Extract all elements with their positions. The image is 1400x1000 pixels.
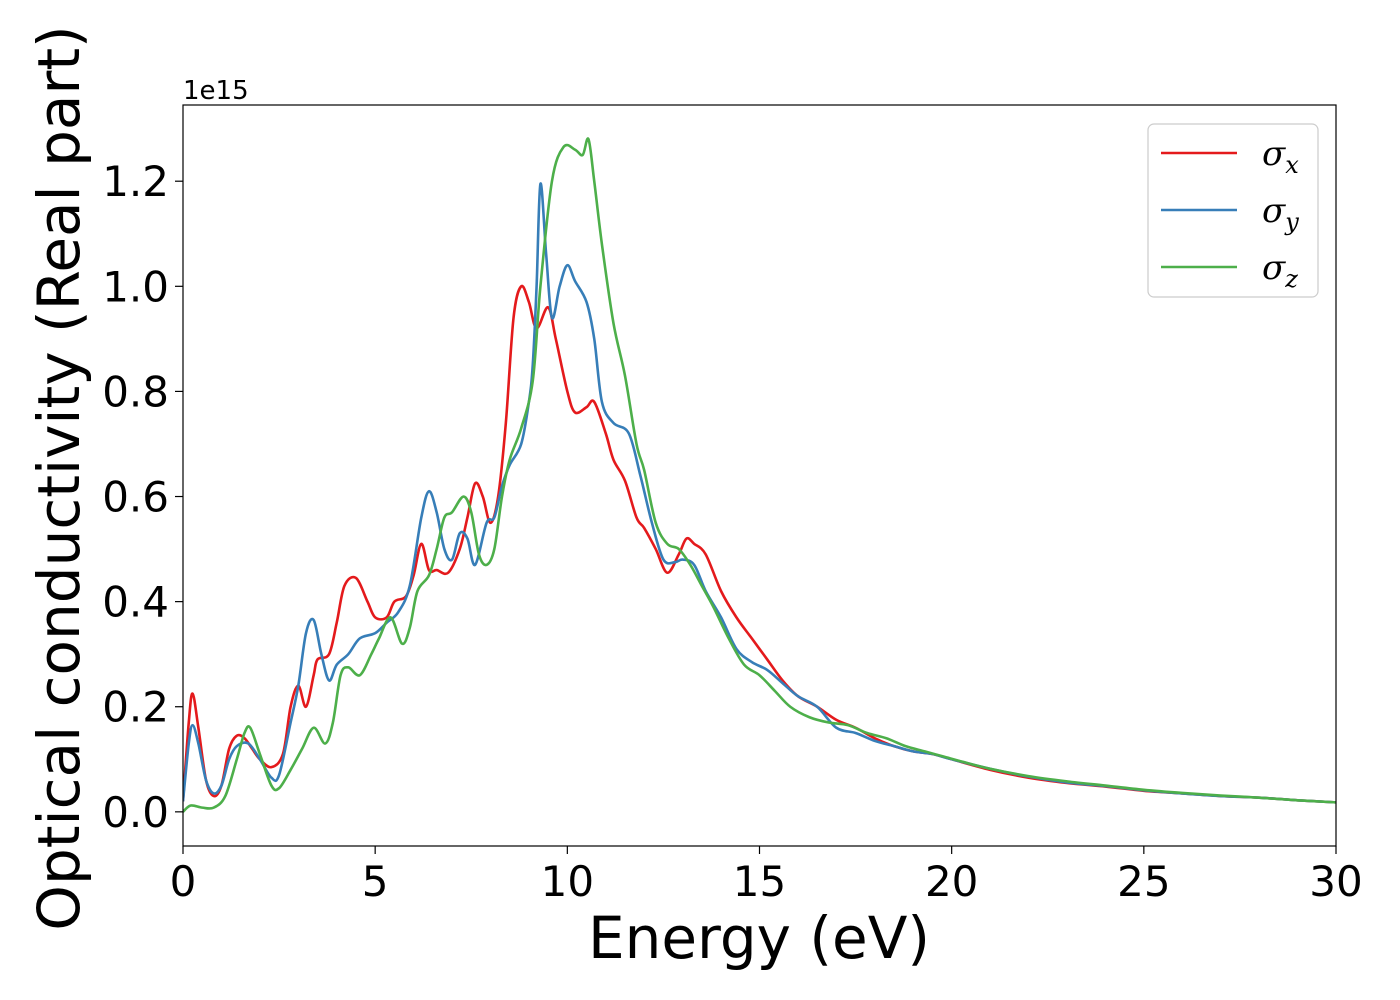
series-line-x [183, 284, 1336, 804]
series-layer [183, 137, 1336, 813]
legend-label-y: σy [1262, 191, 1299, 236]
y-tick-label: 1.2 [102, 157, 169, 206]
x-tick-label: 10 [541, 857, 594, 906]
x-tick-label: 30 [1309, 857, 1362, 906]
x-tick-label: 25 [1117, 857, 1170, 906]
x-tick-label: 5 [362, 857, 389, 906]
y-tick-label: 0.8 [102, 367, 169, 416]
x-axis-label: Energy (eV) [588, 904, 930, 972]
y-tick-label: 0.2 [102, 683, 169, 732]
y-offset-label: 1e15 [183, 76, 249, 106]
plot-area [182, 104, 1337, 847]
series-line-y [183, 182, 1336, 804]
x-tick-label: 20 [925, 857, 978, 906]
x-tick-label: 15 [733, 857, 786, 906]
x-axis-ticks: 0 5 10 15 20 25 30 [170, 846, 1363, 906]
y-tick-label: 1.0 [102, 262, 169, 311]
y-tick-label: 0.6 [102, 473, 169, 522]
x-tick-label: 0 [170, 857, 197, 906]
y-axis-label: Optical conductivity (Real part) [25, 25, 93, 930]
y-axis-ticks: 0.0 0.2 0.4 0.6 0.8 1.0 1.2 [102, 157, 183, 837]
legend: σx σy σz [1147, 123, 1319, 298]
y-tick-label: 0.0 [102, 788, 169, 837]
y-tick-label: 0.4 [102, 578, 169, 627]
series-line-z [183, 137, 1336, 813]
legend-label-x: σx [1262, 134, 1299, 179]
legend-label-z: σz [1262, 248, 1298, 293]
